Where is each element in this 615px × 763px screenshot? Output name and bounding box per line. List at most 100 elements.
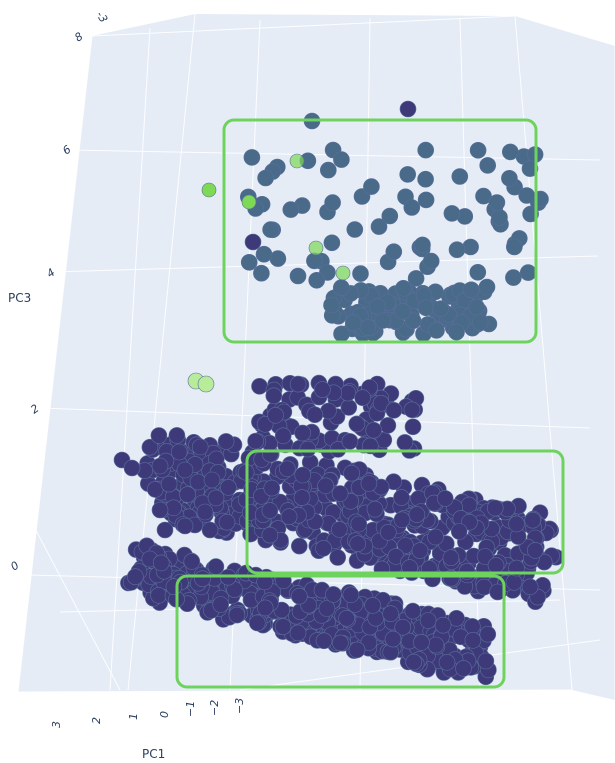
z-tick-label: 4 [44, 266, 57, 281]
data-point [408, 506, 426, 523]
data-point [228, 606, 246, 624]
data-point [127, 568, 144, 586]
data-point [489, 583, 506, 601]
data-point [486, 499, 504, 517]
data-point [365, 421, 383, 439]
data-point [505, 269, 522, 286]
z-axis-title: PC3 [8, 291, 31, 305]
data-point [403, 401, 421, 419]
data-point [335, 265, 351, 281]
data-point [434, 616, 452, 634]
data-point [170, 443, 188, 461]
data-point [417, 299, 435, 317]
data-point [141, 438, 159, 456]
data-point [306, 252, 323, 270]
data-point [404, 312, 422, 330]
data-point [394, 302, 411, 320]
data-point [241, 194, 257, 210]
data-point [432, 300, 450, 318]
data-point [196, 503, 214, 521]
data-point [396, 434, 414, 451]
data-point [317, 477, 334, 495]
data-point [451, 168, 469, 185]
data-point [308, 271, 326, 289]
data-point [427, 636, 445, 654]
data-point [407, 270, 425, 287]
grid-line [514, 15, 573, 691]
data-point [360, 475, 378, 492]
data-point [218, 513, 236, 531]
data-point [160, 475, 178, 493]
x-tick-label: 1 [127, 713, 140, 720]
data-point [344, 314, 362, 332]
data-point [256, 599, 274, 617]
data-point [370, 218, 388, 235]
data-point [508, 515, 525, 533]
data-point [168, 427, 186, 444]
data-point [505, 238, 523, 256]
data-point [442, 549, 460, 567]
z-tick-label: 8 [72, 30, 85, 45]
grid-line [19, 499, 121, 691]
data-point [299, 440, 317, 458]
data-point [381, 207, 399, 225]
highlight-box-bottom-band [175, 574, 506, 689]
highlight-box-top-cluster [222, 118, 538, 344]
data-point [308, 240, 324, 256]
data-point [419, 612, 437, 629]
data-point [385, 401, 403, 419]
data-point [519, 264, 537, 281]
data-point [150, 586, 167, 604]
data-point [478, 278, 496, 296]
data-point [448, 609, 465, 627]
data-point [417, 191, 435, 209]
data-point [469, 142, 487, 159]
data-point [479, 157, 497, 174]
data-point [152, 554, 170, 572]
data-point [384, 630, 402, 648]
data-point [395, 279, 412, 297]
data-point [404, 602, 422, 620]
data-point [464, 631, 482, 649]
data-point [348, 641, 366, 659]
data-point [294, 466, 312, 484]
data-point [399, 166, 417, 183]
data-point [274, 427, 292, 445]
data-point [329, 441, 347, 458]
x-tick-label: −2 [208, 700, 221, 716]
grid-line [359, 17, 371, 691]
y-tick-label: -3 [93, 9, 110, 25]
data-point [455, 660, 472, 677]
data-point [265, 387, 283, 405]
data-point [253, 264, 270, 282]
data-point [331, 521, 348, 538]
data-point [183, 553, 201, 570]
data-point [526, 542, 544, 559]
data-point [323, 234, 341, 252]
data-point [269, 250, 287, 267]
data-point [372, 394, 390, 412]
data-point [505, 573, 523, 591]
data-point [501, 170, 518, 187]
data-point [428, 322, 445, 339]
data-point [319, 161, 337, 179]
grid-line [91, 15, 516, 37]
data-point [257, 169, 274, 187]
data-point [207, 489, 225, 507]
data-point [342, 586, 360, 604]
data-point [176, 461, 194, 479]
data-point [306, 406, 324, 424]
data-point [436, 490, 454, 507]
data-point [331, 485, 349, 502]
data-point [349, 535, 367, 553]
data-point [247, 432, 264, 450]
data-point [325, 586, 342, 603]
data-point [379, 417, 397, 434]
data-point [382, 605, 399, 623]
data-point [491, 209, 508, 226]
data-point [274, 618, 292, 635]
data-point [290, 537, 308, 555]
data-point [290, 587, 308, 605]
data-point [443, 205, 461, 222]
